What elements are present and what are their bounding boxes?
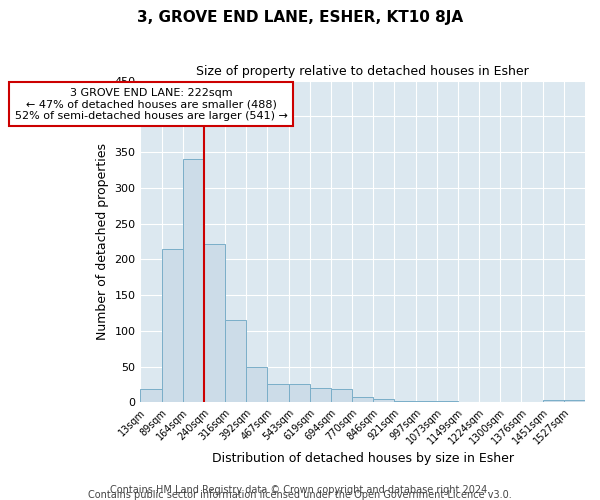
Text: 3 GROVE END LANE: 222sqm
← 47% of detached houses are smaller (488)
52% of semi-: 3 GROVE END LANE: 222sqm ← 47% of detach… <box>14 88 287 121</box>
Bar <box>310 388 331 402</box>
Bar <box>564 400 585 402</box>
Bar <box>289 384 310 402</box>
Text: 3, GROVE END LANE, ESHER, KT10 8JA: 3, GROVE END LANE, ESHER, KT10 8JA <box>137 10 463 25</box>
Bar <box>437 401 458 402</box>
Bar <box>140 390 161 402</box>
Bar <box>204 244 225 402</box>
Title: Size of property relative to detached houses in Esher: Size of property relative to detached ho… <box>196 65 529 78</box>
Bar <box>183 159 204 402</box>
Bar <box>161 248 183 402</box>
Bar <box>394 401 416 402</box>
Bar <box>542 400 564 402</box>
Bar <box>246 366 268 402</box>
Text: Contains HM Land Registry data © Crown copyright and database right 2024.: Contains HM Land Registry data © Crown c… <box>110 485 490 495</box>
X-axis label: Distribution of detached houses by size in Esher: Distribution of detached houses by size … <box>212 452 514 465</box>
Bar <box>268 384 289 402</box>
Y-axis label: Number of detached properties: Number of detached properties <box>96 143 109 340</box>
Bar <box>331 390 352 402</box>
Text: Contains public sector information licensed under the Open Government Licence v3: Contains public sector information licen… <box>88 490 512 500</box>
Bar <box>225 320 246 402</box>
Bar <box>373 398 394 402</box>
Bar <box>352 397 373 402</box>
Bar <box>416 401 437 402</box>
